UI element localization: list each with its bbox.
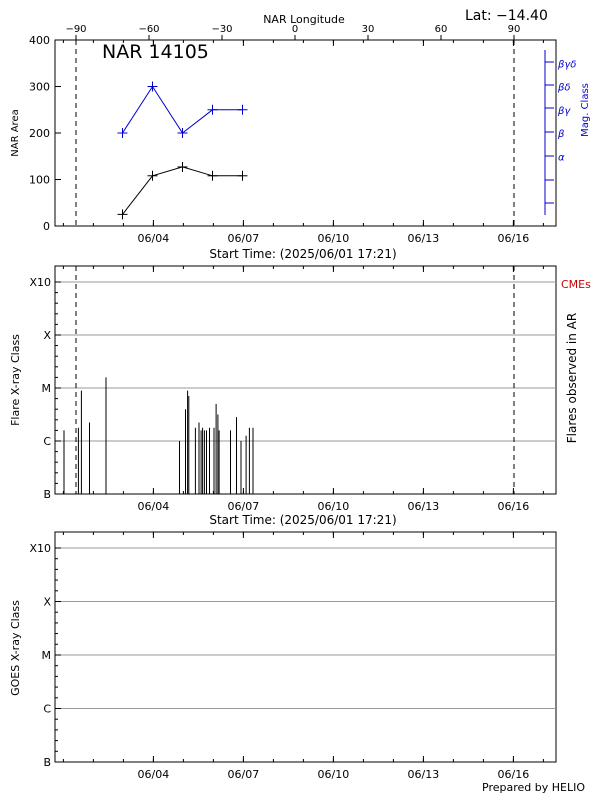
- flare-limb-lines: [75, 266, 515, 494]
- y-tick-label: 200: [29, 127, 50, 140]
- y-tick-label: B: [43, 488, 51, 501]
- goes-grid: B C M X X10: [29, 542, 556, 769]
- nar-time-axis: 06/04 06/07 06/10 06/13 06/16: [62, 40, 544, 245]
- latitude-label: Lat: −14.40: [465, 8, 548, 24]
- x-tick-label: 06/04: [138, 768, 170, 781]
- x-tick-label: 06/10: [318, 768, 350, 781]
- flare-grid: B C M X X10: [29, 276, 556, 501]
- x-tick-label: 06/07: [228, 500, 260, 513]
- flare-ylabel: Flare X-ray Class: [9, 334, 22, 426]
- flare-xlabel: Start Time: (2025/06/01 17:21): [209, 513, 396, 527]
- y-tick-label: X10: [29, 542, 51, 555]
- mag-class-label: βγ: [557, 106, 571, 117]
- x-tick-label: 06/04: [138, 500, 170, 513]
- longitude-tick-label: 0: [292, 24, 298, 35]
- y-tick-label: 300: [29, 81, 50, 94]
- longitude-tick-label: −60: [138, 24, 159, 35]
- x-tick-label: 06/16: [498, 232, 530, 245]
- flare-time-axis: 06/04 06/07 06/10 06/13 06/16: [62, 266, 544, 513]
- nar-series: [117, 81, 248, 220]
- mag-class-label: βδ: [557, 83, 571, 94]
- longitude-tick-label: −30: [211, 24, 232, 35]
- y-tick-label: M: [42, 382, 52, 395]
- nar-area-axis: 0 100 200 300 400: [29, 34, 61, 233]
- x-tick-label: 06/10: [318, 500, 350, 513]
- y-tick-label: C: [43, 435, 51, 448]
- y-tick-label: 100: [29, 174, 50, 187]
- series-line: [122, 166, 243, 215]
- nar-title: NAR 14105: [102, 41, 209, 63]
- goes-panel: B C M X X10 06/04 06/07 06/10 06/13 06/16 GOES X…: [9, 531, 557, 781]
- x-tick-label: 06/16: [498, 500, 530, 513]
- goes-time-axis: 06/04 06/07 06/10 06/13 06/16: [62, 532, 544, 781]
- x-tick-label: 06/13: [408, 232, 440, 245]
- nar-limb-lines: [75, 40, 515, 226]
- y-tick-label: X: [43, 596, 51, 609]
- mag-class-label: β: [557, 129, 565, 140]
- mag-class-axis: α β βγ βδ βγδ: [544, 50, 576, 215]
- x-tick-label: 06/07: [228, 232, 260, 245]
- x-tick-label: 06/13: [408, 500, 440, 513]
- mag-class-label: α: [558, 152, 565, 163]
- x-tick-label: 06/10: [318, 232, 350, 245]
- longitude-tick-label: 60: [435, 24, 448, 35]
- y-tick-label: M: [42, 649, 52, 662]
- flares-observed-label: Flares observed in AR: [565, 313, 579, 443]
- x-tick-label: 06/13: [408, 768, 440, 781]
- y-tick-label: C: [43, 703, 51, 716]
- flare-panel-frame: [54, 265, 557, 495]
- mag-class-ylabel: Mag. Class: [580, 83, 591, 137]
- x-tick-label: 06/16: [498, 768, 530, 781]
- flare-bars: [63, 377, 254, 494]
- cmes-legend: CMEs: [561, 278, 591, 291]
- nar-panel: −90 −60 −30 0 30 60 90 0 100 200 300 400 α β βγ βδ βγδ…: [10, 24, 591, 261]
- y-tick-label: 400: [29, 34, 50, 47]
- longitude-tick-label: 30: [362, 24, 375, 35]
- y-tick-label: X: [43, 329, 51, 342]
- mag-class-label: βγδ: [557, 59, 576, 70]
- y-tick-label: B: [43, 756, 51, 769]
- longitude-tick-label: −90: [65, 24, 86, 35]
- x-tick-label: 06/07: [228, 768, 260, 781]
- goes-panel-frame: [54, 531, 557, 763]
- flare-panel: B C M X X10 06/04 06/07 06/10 06/13 06/16 Flare …: [9, 265, 591, 527]
- x-tick-label: 06/04: [138, 232, 170, 245]
- nar-xlabel: Start Time: (2025/06/01 17:21): [209, 247, 396, 261]
- nar-panel-frame: [54, 39, 557, 227]
- y-tick-label: X10: [29, 276, 51, 289]
- top-axis-label: NAR Longitude: [263, 13, 345, 26]
- nar-area-ylabel: NAR Area: [10, 109, 21, 156]
- longitude-tick-label: 90: [508, 24, 521, 35]
- y-tick-label: 0: [43, 220, 50, 233]
- nar-longitude-ticks: −90 −60 −30 0 30 60 90: [65, 24, 520, 40]
- prepared-by-footer: Prepared by HELIO: [482, 781, 585, 794]
- series-line: [122, 85, 243, 134]
- goes-ylabel: GOES X-ray Class: [9, 600, 22, 696]
